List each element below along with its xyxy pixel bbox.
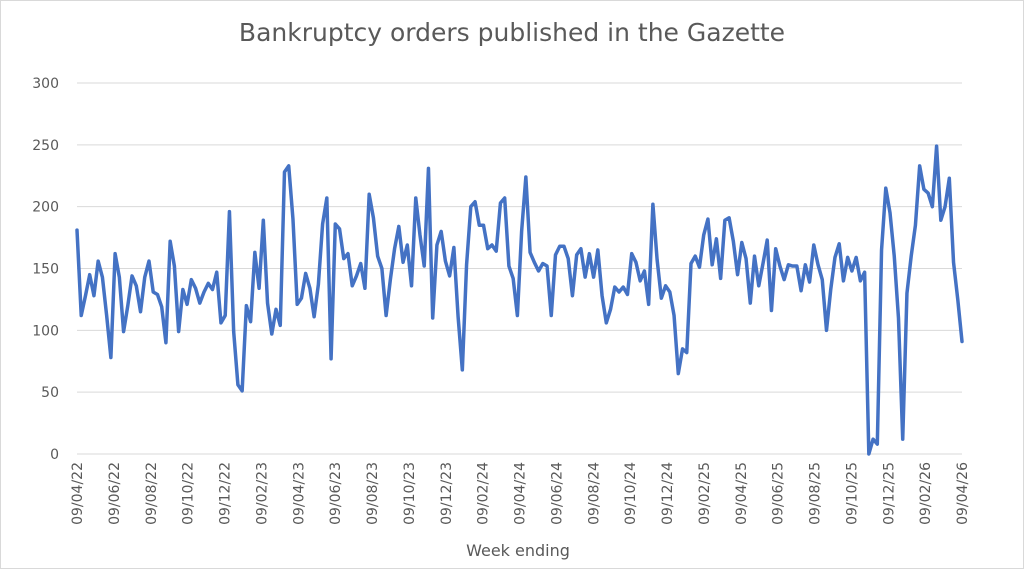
- x-tick-label: 09/06/22: [107, 462, 123, 525]
- x-tick-label: 09/04/22: [70, 462, 86, 525]
- y-tick-label: 150: [32, 262, 59, 278]
- x-tick-label: 09/12/23: [439, 462, 455, 525]
- x-tick-label: 09/02/24: [476, 462, 492, 525]
- x-tick-label: 09/04/25: [734, 462, 750, 525]
- y-tick-label: 300: [32, 76, 59, 92]
- x-tick-label: 09/12/25: [881, 462, 897, 525]
- x-tick-label: 09/04/24: [513, 462, 529, 525]
- x-tick-label: 09/10/24: [623, 462, 639, 525]
- y-tick-label: 0: [50, 447, 59, 463]
- x-tick-label: 09/08/22: [144, 462, 160, 525]
- x-tick-label: 09/10/22: [181, 462, 197, 525]
- x-tick-label: 09/12/24: [660, 462, 676, 525]
- x-tick-label: 09/04/26: [955, 462, 971, 525]
- gridlines: [77, 82, 962, 455]
- y-tick-label: 250: [32, 138, 59, 154]
- y-tick-label: 200: [32, 200, 59, 216]
- x-tick-label: 09/08/25: [808, 462, 824, 525]
- x-axis-label: Week ending: [466, 541, 570, 560]
- x-tick-label: 09/02/23: [254, 462, 270, 525]
- x-tick-label: 09/04/23: [291, 462, 307, 525]
- series-line: [75, 144, 964, 456]
- y-tick-label: 100: [32, 323, 59, 339]
- x-tick-label: 09/06/25: [771, 462, 787, 525]
- x-tick-label: 09/02/25: [697, 462, 713, 525]
- y-tick-label: 50: [41, 385, 59, 401]
- x-tick-label: 09/10/25: [844, 462, 860, 525]
- x-tick-label: 09/02/26: [918, 462, 934, 525]
- x-tick-label: 09/12/22: [218, 462, 234, 525]
- x-tick-label: 09/10/23: [402, 462, 418, 525]
- x-tick-label: 09/08/24: [586, 462, 602, 525]
- x-tick-label: 09/08/23: [365, 462, 381, 525]
- chart-title: Bankruptcy orders published in the Gazet…: [238, 18, 786, 47]
- x-tick-label: 09/06/23: [328, 462, 344, 525]
- x-tick-label: 09/06/24: [549, 462, 565, 525]
- x-axis-ticks: 09/04/22 09/06/22 09/08/22 09/10/22 09/12/22…: [70, 462, 971, 525]
- y-axis-ticks: 0 50 100 150 200 250 300: [32, 76, 59, 463]
